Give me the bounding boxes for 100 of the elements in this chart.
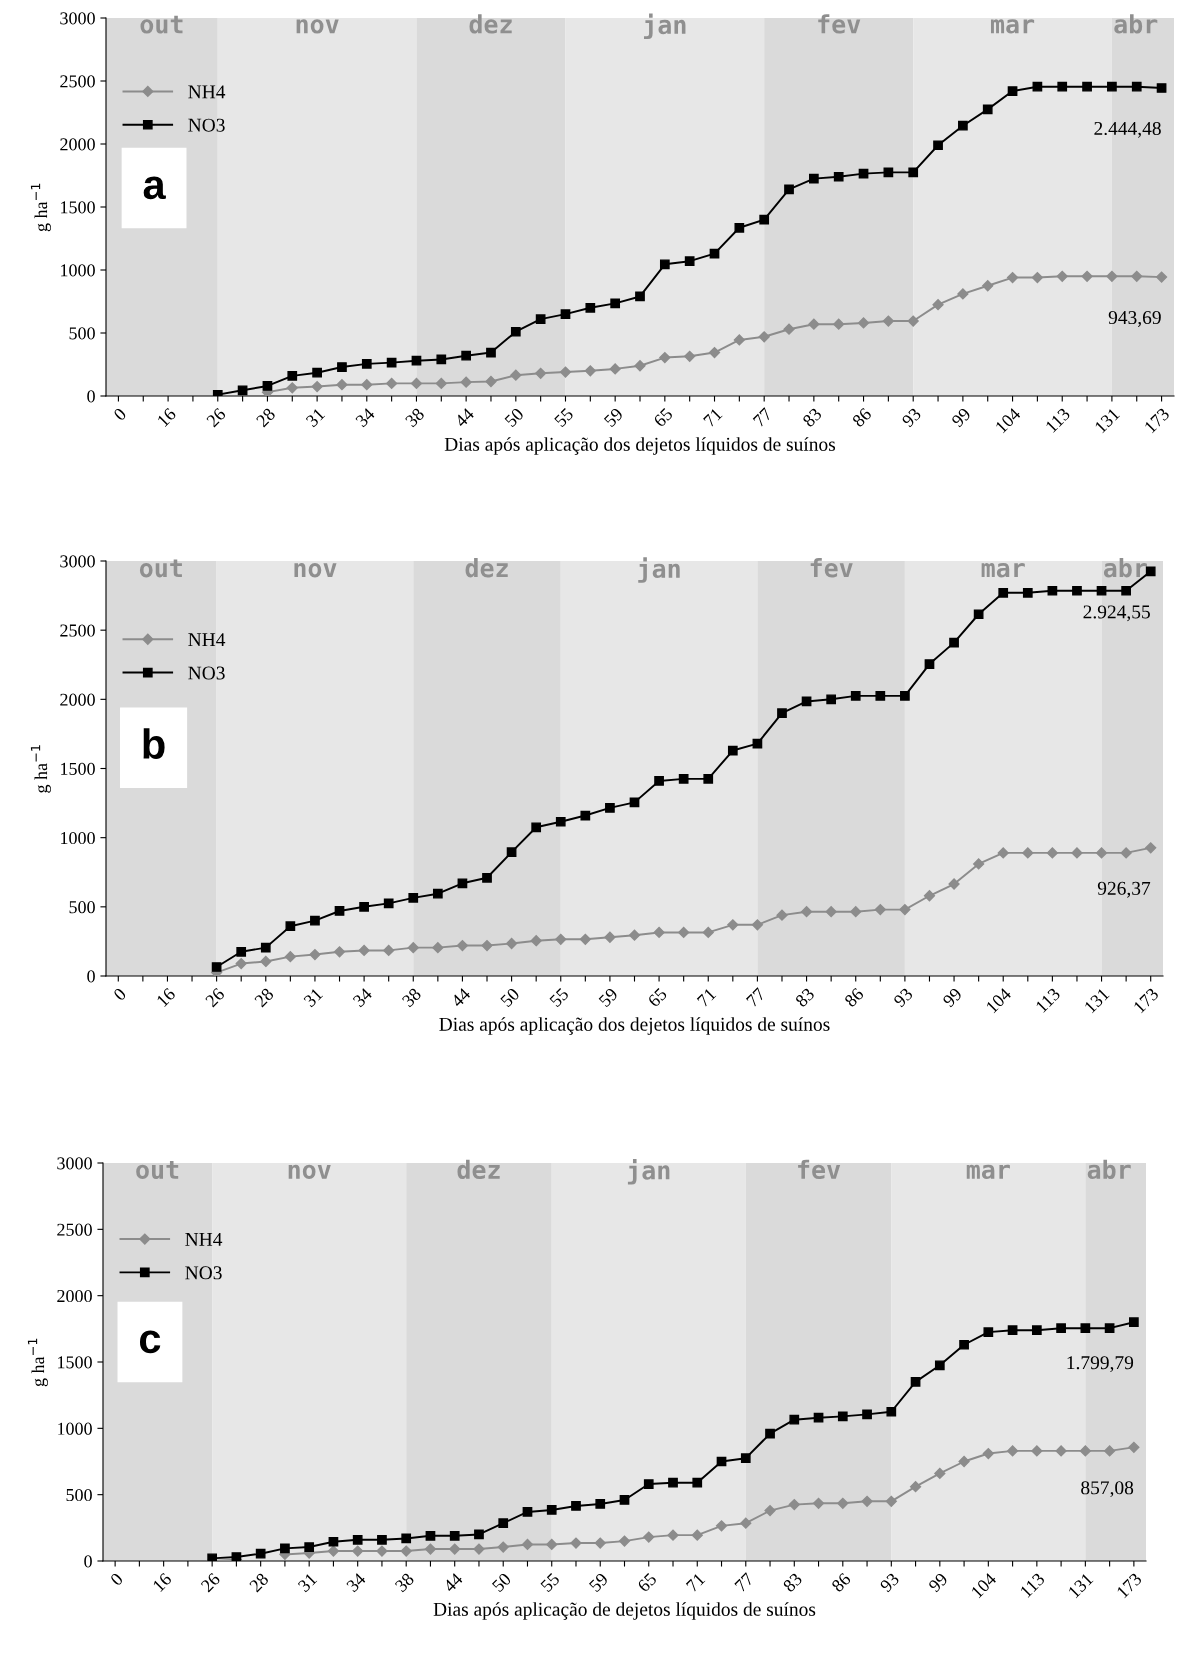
point xyxy=(337,362,347,372)
band-label: abr xyxy=(1087,1159,1131,1180)
point xyxy=(764,1504,776,1517)
point xyxy=(635,291,645,302)
point xyxy=(449,1543,461,1555)
point xyxy=(933,140,943,151)
point xyxy=(765,1428,775,1439)
point xyxy=(862,1409,872,1420)
x-tick-label: 83 xyxy=(801,407,823,428)
point xyxy=(934,1360,945,1371)
legend-label: NO3 xyxy=(188,118,225,132)
point xyxy=(1006,1445,1019,1457)
x-tick-label: 0 xyxy=(112,407,127,422)
point xyxy=(474,1529,484,1540)
y-tick-label: 3000 xyxy=(60,12,95,25)
point xyxy=(510,326,521,337)
point xyxy=(825,906,837,918)
text: a xyxy=(143,176,166,200)
point xyxy=(1121,585,1131,596)
point xyxy=(457,878,468,889)
point xyxy=(1032,81,1043,92)
point xyxy=(808,318,820,330)
band-label: dez xyxy=(457,1159,500,1180)
point xyxy=(733,334,745,346)
x-tick-label: 26 xyxy=(205,407,227,428)
point xyxy=(401,1533,412,1544)
point xyxy=(734,222,745,233)
band-label: abr xyxy=(1103,558,1147,578)
point xyxy=(336,379,348,391)
point xyxy=(885,1495,897,1507)
annotation: 1.799,79 xyxy=(1067,1356,1134,1373)
y-tick-label: 2500 xyxy=(60,75,95,88)
y-tick-label: 500 xyxy=(69,901,95,914)
point xyxy=(659,259,670,270)
point xyxy=(522,1507,533,1517)
point xyxy=(505,937,518,950)
point xyxy=(610,298,621,309)
point xyxy=(1071,847,1083,859)
point xyxy=(584,365,596,377)
x-tick-label: 44 xyxy=(442,1572,464,1593)
point xyxy=(924,659,935,669)
point xyxy=(235,957,247,970)
band-label: jan xyxy=(627,1158,670,1185)
point xyxy=(909,1481,922,1493)
point xyxy=(1055,1445,1067,1457)
point xyxy=(1022,587,1033,598)
point xyxy=(555,933,567,945)
y-tick-label: 2500 xyxy=(57,1223,92,1236)
point xyxy=(684,350,696,362)
point xyxy=(1107,81,1117,92)
y-tick-label: 0 xyxy=(84,1555,92,1568)
point xyxy=(595,1499,606,1509)
point xyxy=(506,847,517,858)
point xyxy=(808,173,819,184)
point xyxy=(560,309,571,319)
annotation: 857,08 xyxy=(1081,1481,1134,1498)
annotation: 2.444,48 xyxy=(1094,121,1161,138)
point xyxy=(1057,81,1068,92)
point xyxy=(678,926,690,939)
point xyxy=(352,1545,364,1557)
point xyxy=(900,691,910,701)
text: c xyxy=(139,1330,161,1354)
point xyxy=(1022,847,1034,859)
x-tick-label: 77 xyxy=(745,987,766,1008)
x-tick-label: 26 xyxy=(200,1572,221,1593)
point xyxy=(643,1479,654,1489)
y-axis-title: g ha$^{−1}$ xyxy=(27,1338,48,1387)
legend-label: NH4 xyxy=(188,633,226,647)
point xyxy=(1046,847,1058,859)
point xyxy=(609,363,621,375)
x-tick-label: 28 xyxy=(253,987,275,1008)
point xyxy=(604,931,616,943)
point xyxy=(456,939,469,952)
legend-label: NO3 xyxy=(188,666,225,680)
point xyxy=(982,1447,994,1460)
y-tick-label: 3000 xyxy=(60,555,95,568)
y-tick-label: 2000 xyxy=(57,1289,92,1303)
point xyxy=(530,935,542,947)
point xyxy=(667,1529,679,1541)
x-tick-label: 55 xyxy=(553,407,574,428)
x-tick-label: 59 xyxy=(603,407,624,428)
y-tick-label: 500 xyxy=(66,1488,92,1502)
point xyxy=(1031,1445,1043,1457)
point xyxy=(727,919,739,931)
x-axis-title: Dias após aplicação dos dejetos líquidos de suínos xyxy=(444,437,836,455)
y-tick-label: 0 xyxy=(87,390,95,403)
legend-label: NH4 xyxy=(188,85,226,99)
x-tick-label: 104 xyxy=(994,406,1022,434)
point xyxy=(899,903,911,916)
x-tick-label: 31 xyxy=(297,1572,318,1593)
point xyxy=(425,1530,436,1541)
point xyxy=(594,1537,606,1549)
x-tick-label: 131 xyxy=(1094,407,1121,434)
point xyxy=(408,892,419,903)
x-tick-label: 50 xyxy=(499,987,521,1008)
x-tick-label: 34 xyxy=(355,407,376,428)
x-tick-label: 31 xyxy=(305,407,326,428)
point xyxy=(304,1542,315,1552)
y-tick-label: 1000 xyxy=(61,831,95,845)
x-tick-label: 16 xyxy=(156,987,177,1008)
